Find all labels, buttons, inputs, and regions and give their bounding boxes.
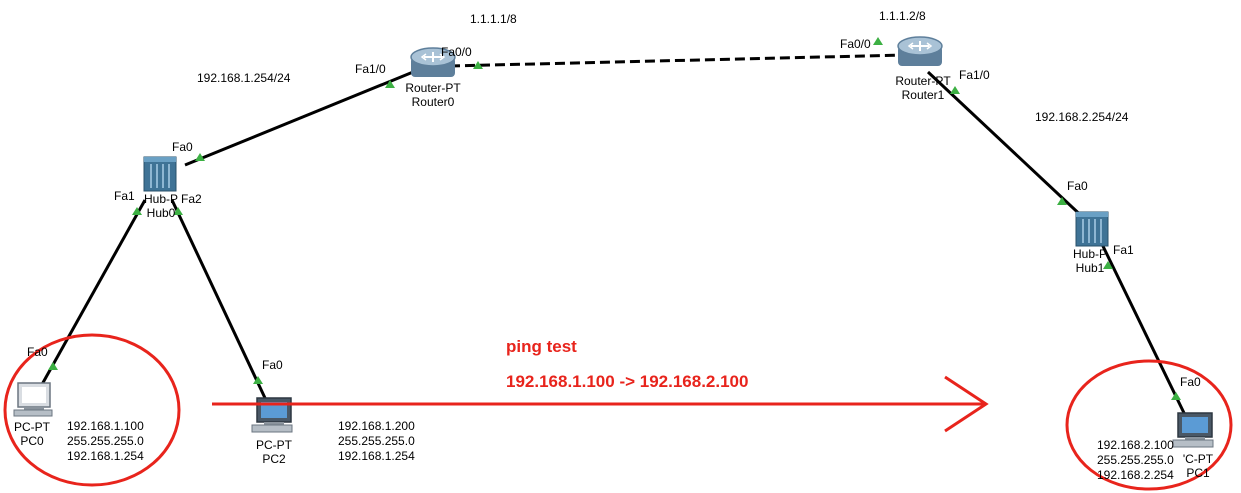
router1-name: Router1 (901, 88, 945, 102)
link-router0-router1[interactable] (449, 53, 906, 68)
port-label-pc2-fa0: Fa0 (262, 358, 283, 372)
pc2-type: PC-PT (256, 438, 292, 452)
wan-network-label: 1.1.1.1/8 (470, 12, 517, 26)
ping-arrow-head (944, 375, 989, 433)
pc1-name: PC1 (1186, 466, 1210, 480)
pc-icon[interactable] (13, 382, 53, 417)
port-label-hub0-fa2: Fa2 (181, 192, 202, 206)
router0-name: Router0 (411, 95, 455, 109)
link-hub0-pc0[interactable] (38, 199, 147, 389)
router0-label: Router-PT Router0 (400, 81, 466, 109)
link-indicator (873, 37, 883, 45)
pc-icon[interactable] (251, 397, 293, 433)
port-label-router0-fa0-0: Fa0/0 (441, 45, 472, 59)
hub1-type: Hub-P (1072, 247, 1107, 261)
router-icon[interactable] (410, 47, 456, 77)
router0-type: Router-PT (405, 81, 461, 95)
hub0-label: Hub-P Hub0 (137, 192, 185, 220)
link-indicator (1057, 197, 1067, 205)
hub1-label: Hub-P Hub1 (1066, 247, 1114, 275)
port-label-pc1-fa0: Fa0 (1180, 375, 1201, 389)
link-indicator (48, 362, 58, 370)
pc2-label: PC-PT PC2 (252, 438, 296, 466)
ping-test-route: 192.168.1.100 -> 192.168.2.100 (506, 372, 749, 391)
pc1-type: 'C-PT (1182, 452, 1214, 466)
port-label-router0-fa1-0: Fa1/0 (355, 62, 386, 76)
ping-test-title: ping test (506, 337, 577, 356)
link-indicator (253, 376, 263, 384)
port-label-pc0-fa0: Fa0 (27, 345, 48, 359)
port-label-hub0-fa0: Fa0 (172, 140, 193, 154)
link-indicator (173, 207, 183, 215)
link-indicator (1103, 261, 1113, 269)
link-router0-hub0[interactable] (184, 68, 419, 167)
hub-icon[interactable] (143, 156, 177, 192)
port-label-hub1-fa0: Fa0 (1067, 179, 1088, 193)
link-indicator (1171, 392, 1181, 400)
hub0-name: Hub0 (146, 206, 176, 220)
link-indicator (950, 86, 960, 94)
port-label-hub1-fa1: Fa1 (1113, 243, 1134, 257)
pc2-name: PC2 (262, 452, 286, 466)
link-indicator (195, 153, 205, 161)
link-indicator (132, 207, 142, 215)
lan1-gateway-label: 192.168.1.254/24 (197, 71, 291, 85)
highlight-circle-pc0 (3, 333, 181, 487)
pc0-label: PC-PT PC0 (10, 420, 54, 448)
pc0-type: PC-PT (14, 420, 50, 434)
pc0-name: PC0 (20, 434, 44, 448)
port-label-router1-fa0-0: Fa0/0 (840, 37, 871, 51)
wan-r1-network-label: 1.1.1.2/8 (879, 9, 926, 23)
link-indicator (473, 61, 483, 69)
router1-type: Router-PT (895, 74, 951, 88)
lan2-gateway-label: 192.168.2.254/24 (1035, 110, 1129, 124)
hub1-name: Hub1 (1075, 261, 1105, 275)
pc0-ip-config: 192.168.1.100 255.255.255.0 192.168.1.25… (67, 419, 144, 463)
router1-label: Router-PT Router1 (890, 74, 956, 102)
highlight-circle-pc1 (1065, 359, 1233, 491)
link-indicator (385, 80, 395, 88)
pc2-ip-config: 192.168.1.200 255.255.255.0 192.168.1.25… (338, 419, 415, 463)
hub0-type: Hub-P (143, 192, 178, 206)
link-hub1-pc1[interactable] (1098, 239, 1187, 416)
port-label-hub0-fa1: Fa1 (114, 189, 135, 203)
router-icon[interactable] (897, 36, 943, 66)
pc1-ip-config: 192.168.2.100 255.255.255.0 192.168.2.25… (1097, 438, 1174, 482)
pc-icon[interactable] (1172, 412, 1214, 448)
hub-icon[interactable] (1075, 211, 1109, 247)
link-hub0-pc2[interactable] (170, 199, 267, 399)
port-label-router1-fa1-0: Fa1/0 (959, 68, 990, 82)
link-router1-hub1[interactable] (926, 70, 1090, 224)
pc1-label: 'C-PT PC1 (1176, 452, 1220, 480)
